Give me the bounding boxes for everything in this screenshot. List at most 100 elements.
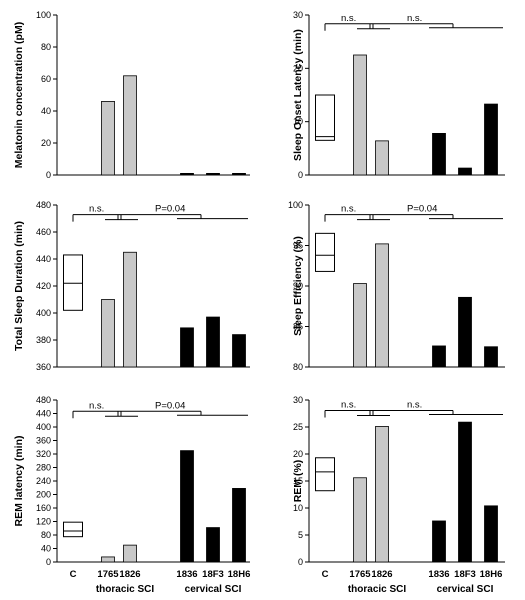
y-tick-label: 400 <box>36 422 51 432</box>
bar-1836 <box>180 450 194 563</box>
significance-label: P=0.04 <box>407 204 437 215</box>
y-tick-label: 200 <box>36 490 51 500</box>
y-tick-label: 460 <box>36 227 51 237</box>
y-tick-label: 100 <box>36 10 51 20</box>
bar-1765 <box>353 54 367 176</box>
bar-18H6 <box>232 172 246 176</box>
control-box <box>315 94 335 141</box>
significance-label: n.s. <box>341 204 356 215</box>
y-tick-label: 440 <box>36 254 51 264</box>
y-tick-label: 85 <box>293 322 303 332</box>
bar-18H6 <box>232 488 246 563</box>
y-tick-label: 80 <box>41 530 51 540</box>
category-label: 1836 <box>176 569 197 580</box>
category-label: 1765 <box>97 569 119 580</box>
y-tick-label: 360 <box>36 436 51 446</box>
y-tick-label: 0 <box>298 170 303 180</box>
y-tick-label: 15 <box>293 476 303 486</box>
category-label: 18H6 <box>480 569 503 580</box>
bar-18H6 <box>484 346 498 368</box>
category-label: 18F3 <box>202 569 224 580</box>
chart-panel-3: 360 380 400 420 440 460 480 Total Sleep Duratio… <box>13 200 250 372</box>
y-tick-label: 280 <box>36 463 51 473</box>
bar-18F3 <box>206 316 220 368</box>
category-label: C <box>322 569 329 580</box>
category-label: 1765 <box>349 569 371 580</box>
significance-label: n.s. <box>341 13 356 24</box>
control-box <box>315 232 335 272</box>
y-tick-label: 400 <box>36 308 51 318</box>
y-tick-label: 10 <box>293 503 303 513</box>
control-box <box>63 254 83 311</box>
category-label: 18F3 <box>454 569 476 580</box>
bar-1836 <box>432 132 446 176</box>
significance-label: n.s. <box>341 399 356 410</box>
category-label: C <box>70 569 77 580</box>
category-label: 1836 <box>428 569 449 580</box>
y-tick-label: 0 <box>46 170 51 180</box>
group-label-thoracic: thoracic SCI <box>348 584 407 595</box>
bar-18F3 <box>458 167 472 176</box>
bar-1765 <box>101 101 115 176</box>
significance-label: P=0.04 <box>155 204 185 215</box>
bar-1826 <box>375 426 389 563</box>
y-tick-label: 380 <box>36 335 51 345</box>
y-tick-label: 480 <box>36 200 51 210</box>
y-tick-label: 40 <box>41 544 51 554</box>
y-axis-label: Melatonin concentration (pM) <box>13 22 25 168</box>
y-tick-label: 40 <box>41 106 51 116</box>
chart-panel-5: 0 40 80 120 160 200 240 280 320 360 400 440 480 REM l… <box>13 395 250 595</box>
significance-label: n.s. <box>89 400 104 411</box>
y-tick-label: 25 <box>293 422 303 432</box>
bar-1826 <box>123 75 137 176</box>
y-tick-label: 0 <box>46 557 51 567</box>
y-tick-label: 420 <box>36 281 51 291</box>
y-tick-label: 80 <box>293 362 303 372</box>
y-tick-label: 20 <box>293 63 303 73</box>
y-tick-label: 60 <box>41 74 51 84</box>
y-tick-label: 240 <box>36 476 51 486</box>
chart-panel-2: 0 10 20 30 Sleep Onset Latency (min) n.s. n.s. <box>292 10 505 180</box>
bar-1826 <box>375 243 389 368</box>
control-box <box>315 457 335 492</box>
bar-1836 <box>432 345 446 368</box>
y-tick-label: 10 <box>293 117 303 127</box>
bar-1765 <box>101 556 115 563</box>
y-tick-label: 80 <box>41 42 51 52</box>
y-axis-label: Sleep Onset Latency (min) <box>292 29 304 161</box>
chart-panel-4: 80 85 90 95 100 Sleep Efficiency (%) n.s. P=0.0… <box>288 200 505 372</box>
bar-1826 <box>375 140 389 176</box>
chart-panel-6: 0 5 10 15 20 25 30 REM (%) n.s. n.s. C 1765 1826 1836… <box>292 395 505 595</box>
bar-1836 <box>432 520 446 563</box>
y-tick-label: 5 <box>298 530 303 540</box>
significance-label: n.s. <box>407 399 422 410</box>
y-tick-label: 90 <box>293 281 303 291</box>
y-axis-label: REM latency (min) <box>13 435 25 526</box>
bar-1826 <box>123 544 137 563</box>
y-tick-label: 30 <box>293 395 303 405</box>
group-label-cervical: cervical SCI <box>185 584 242 595</box>
group-label-cervical: cervical SCI <box>437 584 494 595</box>
category-label: 1826 <box>119 569 140 580</box>
category-label: 1826 <box>371 569 392 580</box>
bar-18H6 <box>232 334 246 368</box>
bar-18H6 <box>484 505 498 563</box>
group-label-thoracic: thoracic SCI <box>96 584 155 595</box>
y-axis-label: REM (%) <box>292 460 304 503</box>
y-axis-label: Total Sleep Duration (min) <box>13 221 25 351</box>
bar-18H6 <box>484 103 498 176</box>
y-tick-label: 30 <box>293 10 303 20</box>
y-tick-label: 95 <box>293 241 303 251</box>
bar-1765 <box>353 477 367 563</box>
y-tick-label: 440 <box>36 409 51 419</box>
y-axis-label: Sleep Efficiency (%) <box>292 236 304 336</box>
y-tick-label: 20 <box>41 138 51 148</box>
y-tick-label: 160 <box>36 503 51 513</box>
y-tick-label: 0 <box>298 557 303 567</box>
category-label: 18H6 <box>228 569 251 580</box>
bar-1826 <box>123 251 137 368</box>
y-tick-label: 120 <box>36 517 51 527</box>
bar-18F3 <box>206 172 220 176</box>
y-tick-label: 480 <box>36 395 51 405</box>
